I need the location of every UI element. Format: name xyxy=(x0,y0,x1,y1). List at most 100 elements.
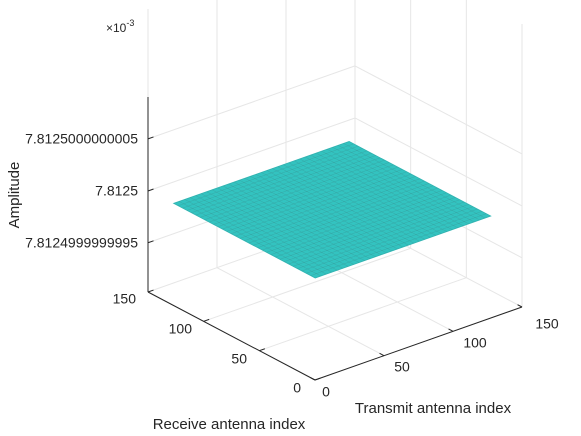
surface-mesh-line xyxy=(244,178,387,254)
surface xyxy=(172,141,492,279)
surface-mesh-line xyxy=(266,170,409,246)
surface-mesh-line xyxy=(209,159,385,223)
surface-mesh-line xyxy=(222,166,398,230)
x-tick-label: 0 xyxy=(322,384,330,400)
x-tick-mark xyxy=(448,328,454,332)
surface-mesh-line xyxy=(288,201,465,265)
surface-mesh-line xyxy=(299,158,442,234)
grid-line xyxy=(147,65,356,140)
grid-line xyxy=(259,277,467,352)
surface-mesh-line xyxy=(206,191,349,267)
surface-mesh-line xyxy=(310,213,487,276)
y-tick-label: 0 xyxy=(293,380,301,396)
surface-mesh-line xyxy=(201,193,343,269)
surface-mesh-line xyxy=(182,146,359,209)
y-tick-mark xyxy=(314,377,321,381)
z-exponent-label: ×10-3 xyxy=(106,18,134,35)
surface-mesh-line xyxy=(338,145,480,221)
surface-mesh-line xyxy=(297,206,473,269)
surface-mesh-line xyxy=(261,172,404,248)
surface-mesh-line xyxy=(266,190,443,253)
z-exponent-power: -3 xyxy=(126,18,134,28)
z-tick-mark xyxy=(147,188,154,192)
surface-mesh-line xyxy=(321,151,464,226)
grid-line xyxy=(354,65,523,155)
x-axis-line xyxy=(314,306,523,381)
surface-mesh-line xyxy=(279,197,456,260)
surface-mesh-line xyxy=(272,168,414,244)
surface-mesh-line xyxy=(184,199,327,275)
surface-mesh-line xyxy=(244,178,420,241)
surface-mesh-line xyxy=(195,195,338,271)
surface-mesh-line xyxy=(200,155,376,218)
surface-mesh-line xyxy=(217,164,394,227)
surface-mesh-line xyxy=(213,162,389,225)
surface-mesh-line xyxy=(253,183,429,246)
surface-mesh xyxy=(173,141,491,279)
surface-mesh-line xyxy=(293,204,469,267)
x-tick-mark xyxy=(379,352,385,357)
z-tick-mark xyxy=(147,136,154,140)
surface-mesh-line xyxy=(270,192,447,255)
z-axis-label: Amplitude xyxy=(6,162,23,229)
grid-line xyxy=(147,117,356,192)
surface-mesh-line xyxy=(240,176,416,239)
grid-line xyxy=(203,247,411,322)
surface-mesh-line xyxy=(212,189,354,265)
surface-mesh-line xyxy=(288,162,431,238)
y-tick-mark xyxy=(203,318,210,322)
surface-mesh-line xyxy=(195,152,372,216)
surface-mesh-line xyxy=(187,148,363,211)
axes xyxy=(147,97,523,381)
surface-mesh-line xyxy=(310,154,453,230)
z-tick-label: 7.8125000000005 xyxy=(25,131,138,147)
y-axis-line xyxy=(147,291,316,381)
surface-mesh-line xyxy=(306,211,482,274)
x-tick-mark xyxy=(310,377,316,381)
surface-mesh-line xyxy=(234,181,376,257)
surface-plane xyxy=(172,141,492,279)
surface-mesh-line xyxy=(228,183,371,259)
x-tick-label: 150 xyxy=(535,316,559,332)
surface-mesh-line xyxy=(191,150,367,213)
z-tick-label: 7.8125 xyxy=(95,183,138,199)
surface-mesh-line xyxy=(178,143,354,206)
surface-mesh-line xyxy=(301,208,478,272)
z-exponent-base: ×10 xyxy=(106,21,127,35)
surface-mesh-line xyxy=(179,201,321,277)
surface-mesh-line xyxy=(257,185,434,248)
y-tick-label: 50 xyxy=(231,351,247,367)
grid-line xyxy=(354,117,523,207)
surface-mesh-line xyxy=(294,160,436,236)
surface-mesh-line xyxy=(332,147,475,223)
z-tick-label: 7.8124999999995 xyxy=(25,235,138,251)
surface-mesh-line xyxy=(283,164,425,240)
surface-mesh-line xyxy=(315,215,491,279)
x-axis-label: Transmit antenna index xyxy=(355,400,512,417)
surface-mesh-line xyxy=(275,194,451,258)
surface-mesh-line xyxy=(190,197,332,273)
surface-mesh-line xyxy=(204,157,381,220)
surface-mesh-line xyxy=(305,156,447,232)
x-tick-label: 100 xyxy=(463,335,487,351)
surface-mesh-line xyxy=(231,171,407,234)
surface-mesh-line xyxy=(349,141,491,217)
y-axis-label: Receive antenna index xyxy=(153,416,306,433)
y-tick-mark xyxy=(147,289,154,293)
surface-mesh-line xyxy=(239,179,382,255)
grid-line xyxy=(216,267,385,357)
surface-mesh-line xyxy=(173,141,350,204)
surface-mesh-line xyxy=(277,166,420,242)
tick-marks xyxy=(147,136,523,381)
surface-mesh-line xyxy=(255,174,398,250)
x-tick-mark xyxy=(517,304,523,308)
surface-mesh-line xyxy=(173,203,316,279)
surface-mesh-line xyxy=(343,143,486,219)
x-tick-label: 50 xyxy=(394,359,410,375)
surface-mesh-line xyxy=(248,180,425,244)
surface-mesh-line xyxy=(327,149,469,225)
surface-mesh-line xyxy=(284,199,460,262)
surface-mesh-line xyxy=(250,176,393,252)
surface-mesh-line xyxy=(262,187,438,251)
